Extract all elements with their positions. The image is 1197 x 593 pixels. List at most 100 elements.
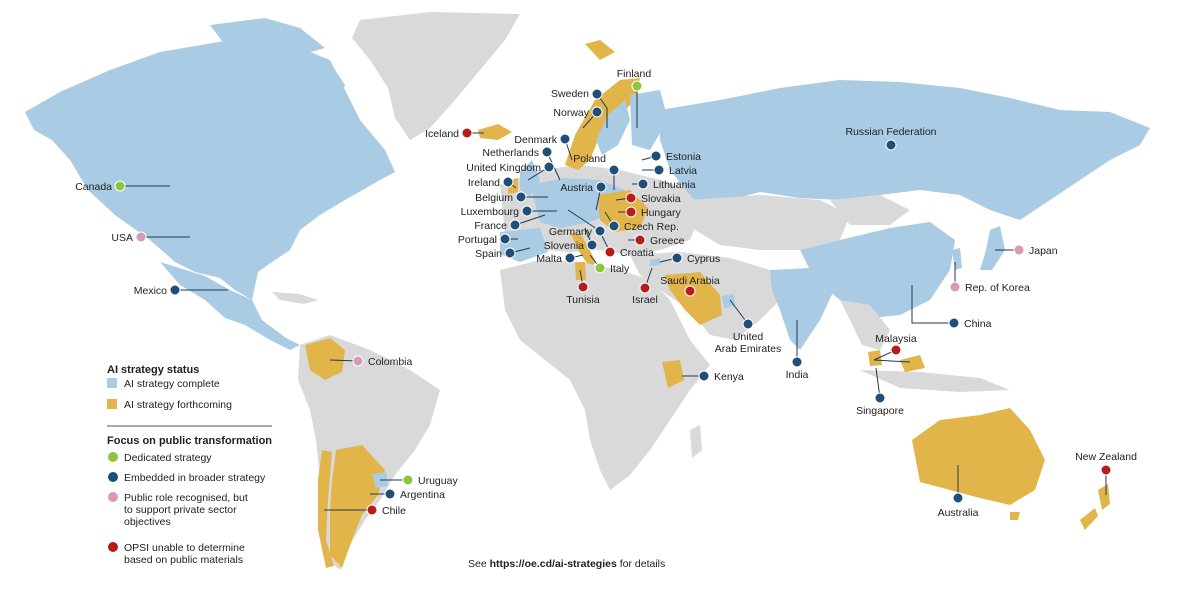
country-marker-norway[interactable]: Norway (553, 106, 603, 119)
footer-link[interactable]: https://oe.cd/ai-strategies (490, 558, 617, 570)
landmass-africa (500, 260, 710, 490)
country-marker-australia[interactable]: Australia (938, 492, 979, 519)
country-marker-chile[interactable]: Chile (366, 504, 406, 517)
country-marker-finland[interactable]: Finland (617, 68, 652, 92)
country-label-denmark: Denmark (514, 134, 557, 146)
country-marker-belgium[interactable]: Belgium (475, 191, 527, 204)
footer-prefix: See (468, 558, 490, 570)
landmass-tasmania (1010, 512, 1020, 520)
country-label-chile: Chile (382, 505, 406, 517)
country-marker-argentina[interactable]: Argentina (384, 488, 445, 501)
country-marker-croatia[interactable]: Croatia (604, 246, 654, 259)
country-marker-poland[interactable]: Poland (573, 153, 620, 176)
country-marker-rep-of-korea[interactable]: Rep. of Korea (949, 281, 1030, 294)
country-marker-estonia[interactable]: Estonia (650, 150, 701, 163)
country-marker-italy[interactable]: Italy (594, 262, 630, 275)
country-marker-netherlands[interactable]: Netherlands (482, 146, 553, 159)
country-marker-singapore[interactable]: Singapore (856, 392, 904, 417)
country-label-latvia: Latvia (669, 165, 697, 177)
focus-dot-india (791, 356, 803, 368)
country-marker-hungary[interactable]: Hungary (625, 206, 681, 219)
country-marker-slovakia[interactable]: Slovakia (625, 192, 681, 205)
focus-dot-czech-rep (608, 220, 620, 232)
focus-dot-tunisia (577, 281, 589, 293)
country-marker-iceland[interactable]: Iceland (425, 127, 473, 140)
country-marker-india[interactable]: India (786, 356, 809, 381)
country-label-india: India (786, 369, 809, 381)
landmass-caribbean (272, 292, 318, 304)
country-marker-russian-federation[interactable]: Russian Federation (845, 126, 937, 151)
country-marker-lithuania[interactable]: Lithuania (637, 178, 696, 191)
country-marker-slovenia[interactable]: Slovenia (544, 239, 598, 252)
landmass-svalbard (585, 40, 615, 60)
country-marker-israel[interactable]: Israel (632, 282, 658, 306)
footer-note: See https://oe.cd/ai-strategies for deta… (468, 558, 665, 570)
country-marker-united-kingdom[interactable]: United Kingdom (466, 161, 555, 174)
legend-focus-label: Dedicated strategy (124, 452, 212, 464)
country-label-usa: USA (111, 232, 133, 244)
focus-dot-israel (639, 282, 651, 294)
landmass-uae (722, 294, 735, 308)
country-label-germany: Germany (549, 226, 593, 238)
focus-dot-kenya (698, 370, 710, 382)
legend-dot-embedded (108, 472, 118, 482)
country-label-sweden: Sweden (551, 88, 589, 100)
focus-dot-rep-of-korea (949, 281, 961, 293)
legend-dot-dedicated (108, 452, 118, 462)
focus-dot-australia (952, 492, 964, 504)
focus-dot-slovakia (625, 192, 637, 204)
country-marker-luxembourg[interactable]: Luxembourg (461, 205, 533, 218)
country-marker-canada[interactable]: Canada (75, 180, 126, 193)
landmass-new-zealand-north (1098, 484, 1110, 510)
country-label-greece: Greece (650, 235, 685, 247)
country-marker-kenya[interactable]: Kenya (698, 370, 744, 383)
country-marker-spain[interactable]: Spain (475, 247, 516, 260)
country-marker-malta[interactable]: Malta (536, 252, 576, 265)
country-marker-united-arab-emirates[interactable]: United Arab Emirates (715, 318, 782, 355)
country-label-finland: Finland (617, 68, 652, 80)
landmass-india (770, 268, 835, 350)
country-marker-usa[interactable]: USA (111, 231, 147, 244)
country-marker-denmark[interactable]: Denmark (514, 133, 571, 146)
country-marker-czech-rep[interactable]: Czech Rep. (608, 220, 679, 233)
country-marker-portugal[interactable]: Portugal (458, 233, 511, 246)
country-marker-tunisia[interactable]: Tunisia (566, 281, 600, 306)
country-label-spain: Spain (475, 248, 502, 260)
landmass-kenya (662, 360, 684, 388)
country-marker-germany[interactable]: Germany (549, 225, 606, 238)
landmass-arctic-islands (210, 18, 325, 55)
country-label-netherlands: Netherlands (482, 147, 539, 159)
country-marker-malaysia[interactable]: Malaysia (875, 333, 917, 356)
country-marker-latvia[interactable]: Latvia (653, 164, 697, 177)
country-marker-france[interactable]: France (474, 219, 521, 232)
focus-dot-malta (564, 252, 576, 264)
country-marker-austria[interactable]: Austria (560, 181, 607, 194)
focus-dot-belgium (515, 191, 527, 203)
country-label-china: China (964, 318, 992, 330)
country-label-poland: Poland (573, 153, 606, 165)
focus-dot-lithuania (637, 178, 649, 190)
legend: AI strategy status AI strategy complete AI… (107, 364, 272, 566)
country-marker-sweden[interactable]: Sweden (551, 88, 603, 100)
landmass-indonesia (860, 370, 1010, 392)
country-marker-uruguay[interactable]: Uruguay (402, 474, 458, 487)
country-label-iceland: Iceland (425, 128, 459, 140)
country-marker-china[interactable]: China (948, 317, 992, 330)
country-marker-saudi-arabia[interactable]: Saudi Arabia (660, 275, 720, 297)
country-marker-japan[interactable]: Japan (1013, 244, 1058, 257)
country-label-uruguay: Uruguay (418, 475, 458, 487)
country-marker-ireland[interactable]: Ireland (468, 176, 514, 189)
country-marker-colombia[interactable]: Colombia (352, 355, 413, 368)
focus-dot-china (948, 317, 960, 329)
landmass-madagascar (690, 425, 702, 458)
country-marker-greece[interactable]: Greece (634, 234, 685, 247)
country-label-malta: Malta (536, 253, 562, 265)
focus-dot-mexico (169, 284, 181, 296)
country-marker-cyprus[interactable]: Cyprus (671, 252, 720, 265)
focus-dot-croatia (604, 246, 616, 258)
legend-dot-undetermined (108, 542, 118, 552)
country-marker-mexico[interactable]: Mexico (134, 284, 181, 297)
country-label-portugal: Portugal (458, 234, 497, 246)
country-marker-new-zealand[interactable]: New Zealand (1075, 451, 1137, 476)
